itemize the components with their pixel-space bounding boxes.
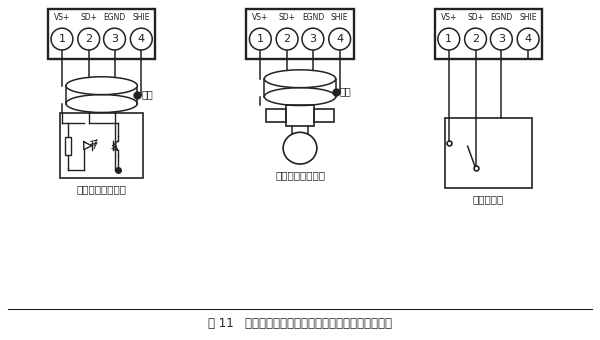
- Text: EGND: EGND: [103, 13, 125, 22]
- Text: 4: 4: [138, 34, 145, 44]
- Circle shape: [250, 28, 271, 50]
- Text: 3: 3: [498, 34, 505, 44]
- Bar: [435, 9, 542, 59]
- Bar: [286, 104, 314, 126]
- Text: VS+: VS+: [440, 13, 457, 22]
- Circle shape: [78, 28, 100, 50]
- Text: SD+: SD+: [467, 13, 484, 22]
- Text: 3: 3: [111, 34, 118, 44]
- Text: 开停传感器: 开停传感器: [473, 194, 504, 204]
- Bar: [314, 108, 334, 122]
- Ellipse shape: [66, 95, 137, 113]
- Bar: [60, 114, 143, 178]
- Ellipse shape: [264, 70, 336, 88]
- Text: 4: 4: [524, 34, 532, 44]
- Bar: [266, 108, 286, 122]
- Circle shape: [302, 28, 324, 50]
- Text: 1: 1: [58, 34, 65, 44]
- Bar: [445, 118, 532, 188]
- Circle shape: [329, 28, 350, 50]
- Text: 3: 3: [310, 34, 316, 44]
- Circle shape: [51, 28, 73, 50]
- Text: SHIE: SHIE: [133, 13, 150, 22]
- Text: VS+: VS+: [54, 13, 70, 22]
- Text: SHIE: SHIE: [520, 13, 537, 22]
- Circle shape: [438, 28, 460, 50]
- Circle shape: [104, 28, 125, 50]
- Text: 2: 2: [284, 34, 290, 44]
- Text: 1: 1: [257, 34, 264, 44]
- Circle shape: [517, 28, 539, 50]
- Text: SD+: SD+: [80, 13, 97, 22]
- Bar: [247, 9, 353, 59]
- Text: VS+: VS+: [252, 13, 269, 22]
- Text: 屏蔽: 屏蔽: [340, 87, 352, 97]
- Text: SD+: SD+: [278, 13, 296, 22]
- Text: 光电式速度传感器: 光电式速度传感器: [77, 184, 127, 194]
- Circle shape: [130, 28, 152, 50]
- Bar: [48, 9, 155, 59]
- Ellipse shape: [264, 88, 336, 105]
- Bar: [65, 137, 71, 155]
- Circle shape: [464, 28, 487, 50]
- Circle shape: [276, 28, 298, 50]
- Text: EGND: EGND: [490, 13, 512, 22]
- Text: EGND: EGND: [302, 13, 324, 22]
- Text: 1: 1: [445, 34, 452, 44]
- Text: 磁电式速度传感器: 磁电式速度传感器: [275, 170, 325, 180]
- Text: 4: 4: [336, 34, 343, 44]
- Text: 2: 2: [85, 34, 92, 44]
- Text: 2: 2: [472, 34, 479, 44]
- Text: SHIE: SHIE: [331, 13, 349, 22]
- Text: 屏蔽: 屏蔽: [142, 90, 153, 100]
- Ellipse shape: [66, 77, 137, 95]
- Circle shape: [490, 28, 512, 50]
- Text: 图 11   光电式、磁电式速度传感器、开停传感器的连接: 图 11 光电式、磁电式速度传感器、开停传感器的连接: [208, 317, 392, 330]
